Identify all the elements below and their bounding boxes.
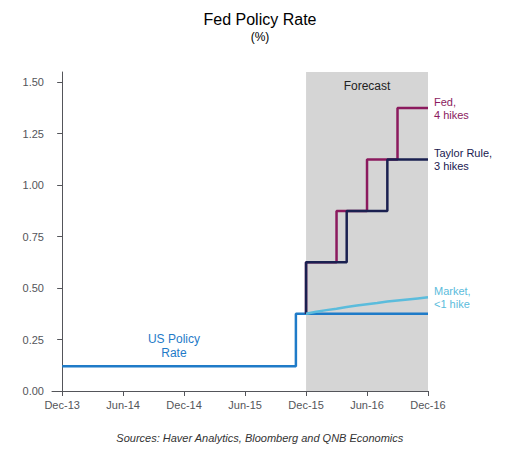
- svg-text:1.00: 1.00: [23, 179, 44, 191]
- svg-text:0.00: 0.00: [23, 385, 44, 397]
- svg-text:Jun-16: Jun-16: [350, 399, 384, 411]
- svg-text:4 hikes: 4 hikes: [434, 109, 469, 121]
- svg-text:Forecast: Forecast: [344, 79, 391, 93]
- svg-text:0.50: 0.50: [23, 282, 44, 294]
- svg-text:1.50: 1.50: [23, 76, 44, 88]
- svg-text:3 hikes: 3 hikes: [434, 160, 469, 172]
- svg-text:Rate: Rate: [161, 346, 187, 360]
- svg-text:0.25: 0.25: [23, 334, 44, 346]
- svg-text:Jun-15: Jun-15: [228, 399, 262, 411]
- svg-text:Taylor Rule,: Taylor Rule,: [434, 147, 492, 159]
- svg-text:US Policy: US Policy: [148, 332, 200, 346]
- svg-text:Dec-14: Dec-14: [166, 399, 201, 411]
- svg-text:Jun-14: Jun-14: [106, 399, 140, 411]
- svg-text:Dec-16: Dec-16: [410, 399, 445, 411]
- svg-text:(%): (%): [251, 30, 270, 44]
- svg-text:Sources: Haver Analytics, Bloo: Sources: Haver Analytics, Bloomberg and …: [116, 432, 403, 444]
- svg-text:Dec-15: Dec-15: [288, 399, 323, 411]
- svg-text:Fed Policy Rate: Fed Policy Rate: [204, 11, 317, 28]
- svg-text:0.75: 0.75: [23, 231, 44, 243]
- svg-text:Market,: Market,: [434, 285, 471, 297]
- svg-text:Fed,: Fed,: [434, 96, 456, 108]
- svg-text:<1 hike: <1 hike: [434, 298, 470, 310]
- svg-text:Dec-13: Dec-13: [44, 399, 79, 411]
- svg-text:1.25: 1.25: [23, 128, 44, 140]
